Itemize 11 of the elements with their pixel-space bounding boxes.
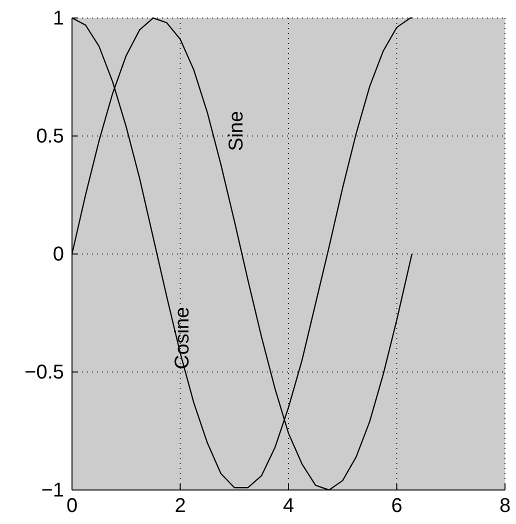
x-tick-label: 6 [391,495,402,518]
text: Cosine [171,306,194,370]
x-tick-label: 8 [499,495,511,518]
y-tick-label: 0.5 [36,125,64,148]
y-tick-label: 0 [52,243,64,266]
x-tick-label: 4 [282,495,294,518]
y-tick-label: 1 [52,7,64,30]
y-tick-label: −1 [41,479,64,502]
x-tick-label: 2 [174,495,186,518]
y-tick-label: −0.5 [24,361,64,384]
text: Sine [225,110,248,151]
